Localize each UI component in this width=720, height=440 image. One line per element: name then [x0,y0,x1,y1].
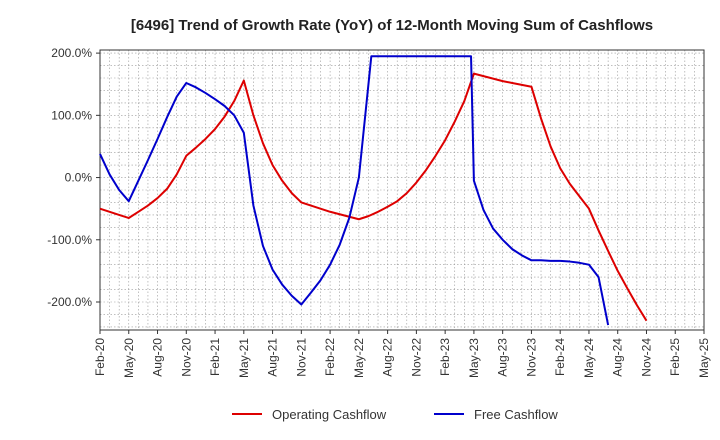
y-tick-label: -200.0% [47,295,92,309]
x-tick-label: May-20 [122,338,136,378]
x-tick-label: Aug-23 [496,338,510,377]
legend: Operating Cashflow Free Cashflow [232,407,558,422]
chart-title: [6496] Trend of Growth Rate (YoY) of 12-… [131,17,653,34]
y-tick-label: 200.0% [51,46,92,60]
x-tick-label: Feb-23 [438,338,452,376]
legend-label: Free Cashflow [474,407,558,422]
y-axis-ticks: 200.0% 100.0% 0.0% -100.0% -200.0% [47,46,100,309]
x-tick-label: Nov-24 [639,338,653,377]
plot-frame [99,49,705,331]
series-lines [99,55,648,326]
x-tick-label: Aug-24 [611,338,625,377]
y-tick-label: -100.0% [47,233,92,247]
legend-label: Operating Cashflow [272,407,387,422]
free-cashflow-line [99,55,610,326]
grid-lines [99,50,705,330]
x-tick-label: Nov-20 [179,338,193,377]
operating-cashflow-line [99,72,648,322]
x-tick-label: Feb-24 [553,338,567,376]
x-tick-label: May-24 [582,338,596,378]
x-tick-label: Feb-22 [323,338,337,376]
x-axis-ticks: Feb-20 May-20 Aug-20 Nov-20 Feb-21 May-21 Aug-… [93,330,711,378]
x-tick-label: Aug-20 [151,338,165,377]
x-tick-label: Nov-22 [409,338,423,377]
x-tick-label: May-25 [697,338,711,378]
x-tick-label: Nov-21 [294,338,308,377]
x-tick-label: Feb-25 [668,338,682,376]
y-tick-label: 100.0% [51,108,92,122]
x-tick-label: Nov-23 [524,338,538,377]
x-tick-label: May-22 [352,338,366,378]
x-tick-label: Aug-21 [266,338,280,377]
x-tick-label: Feb-21 [208,338,222,376]
x-tick-label: Feb-20 [93,338,107,376]
x-tick-label: May-23 [467,338,481,378]
x-tick-label: Aug-22 [381,338,395,377]
y-tick-label: 0.0% [65,171,93,185]
x-tick-label: May-21 [237,338,251,378]
